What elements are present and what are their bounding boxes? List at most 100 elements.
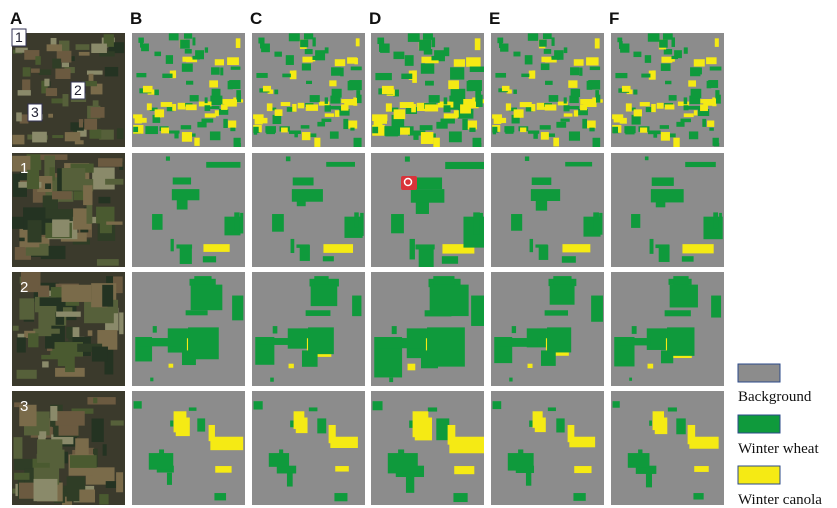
- image-patch: [106, 222, 122, 225]
- wheat-patch: [653, 132, 657, 138]
- wheat-patch: [715, 90, 719, 98]
- canola-patch: [261, 118, 268, 124]
- canola-patch: [281, 127, 288, 132]
- wheat-patch: [629, 378, 632, 381]
- wheat-patch: [154, 90, 159, 96]
- canola-patch: [341, 104, 348, 110]
- satellite-image: [12, 33, 125, 147]
- wheat-patch: [169, 33, 179, 40]
- canola-patch: [713, 58, 716, 63]
- wheat-patch: [197, 418, 205, 431]
- wheat-patch: [663, 33, 673, 39]
- wheat-patch: [471, 296, 484, 326]
- wheat-patch: [513, 52, 520, 57]
- segmentation-map: [132, 391, 245, 505]
- segmentation-map: [132, 33, 245, 147]
- wheat-patch: [236, 90, 241, 99]
- canola-patch: [173, 70, 176, 78]
- canola-patch: [210, 437, 243, 450]
- canola-patch: [684, 113, 694, 117]
- image-patch: [106, 276, 113, 284]
- wheat-patch: [343, 119, 348, 129]
- image-patch: [17, 337, 26, 352]
- wheat-patch: [173, 177, 191, 184]
- wheat-patch: [205, 97, 208, 103]
- canola-patch: [169, 364, 174, 368]
- wheat-patch: [714, 143, 720, 146]
- wheat-patch: [258, 38, 264, 44]
- wheat-patch: [684, 97, 688, 104]
- wheat-patch: [291, 239, 295, 253]
- wheat-patch: [210, 96, 222, 106]
- segmentation-map: [611, 33, 724, 147]
- wheat-patch: [350, 128, 354, 131]
- wheat-patch: [287, 473, 293, 487]
- canola-patch: [533, 411, 543, 428]
- canola-patch: [448, 80, 459, 89]
- wheat-patch: [570, 67, 579, 75]
- wheat-patch: [693, 493, 703, 499]
- wheat-patch: [349, 80, 362, 90]
- wheat-patch: [133, 127, 138, 132]
- wheat-patch: [648, 33, 660, 41]
- wheat-patch: [311, 285, 338, 306]
- image-patch: [88, 330, 93, 336]
- wheat-patch: [594, 143, 599, 146]
- wheat-patch: [134, 401, 142, 408]
- wheat-patch: [676, 122, 684, 127]
- wheat-patch: [665, 81, 671, 84]
- wheat-patch: [612, 127, 618, 133]
- wheat-patch: [292, 189, 323, 202]
- canola-patch: [335, 110, 340, 117]
- canola-patch: [564, 113, 573, 116]
- wheat-patch: [451, 89, 466, 102]
- wheat-patch: [550, 285, 575, 305]
- wheat-patch: [188, 327, 219, 359]
- image-patch: [99, 494, 108, 504]
- wheat-patch: [240, 213, 243, 234]
- canola-patch: [234, 58, 237, 64]
- wheat-patch: [293, 177, 314, 185]
- canola-patch: [292, 104, 296, 112]
- wheat-patch: [294, 132, 297, 137]
- wheat-patch: [331, 67, 341, 75]
- wheat-patch: [709, 128, 713, 131]
- wheat-patch: [389, 378, 393, 383]
- canola-patch: [172, 104, 176, 111]
- wheat-patch: [212, 89, 221, 97]
- image-patch: [59, 425, 79, 436]
- wheat-patch: [230, 128, 235, 132]
- wheat-patch: [569, 131, 580, 140]
- wheat-patch: [300, 40, 308, 48]
- wheat-patch: [286, 156, 291, 161]
- canola-patch: [688, 425, 696, 444]
- wheat-patch: [301, 125, 310, 128]
- wheat-patch: [500, 44, 508, 52]
- canola-patch: [694, 466, 709, 472]
- image-patch: [52, 135, 63, 138]
- wheat-patch: [146, 129, 154, 133]
- wheat-patch: [535, 244, 547, 247]
- canola-patch: [228, 121, 236, 128]
- canola-patch: [386, 103, 392, 111]
- wheat-patch: [573, 493, 585, 501]
- wheat-patch: [234, 212, 239, 230]
- segmentation-map: [371, 153, 484, 267]
- wheat-patch: [671, 56, 678, 59]
- wheat-patch: [137, 338, 176, 346]
- wheat-patch: [372, 127, 378, 133]
- wheat-patch: [560, 119, 569, 122]
- image-patch: [61, 285, 91, 302]
- image-patch: [84, 119, 97, 130]
- wheat-patch: [579, 68, 582, 76]
- wheat-patch: [138, 38, 143, 43]
- wheat-patch: [220, 68, 223, 76]
- canola-patch: [147, 103, 152, 110]
- wheat-patch: [171, 239, 174, 251]
- canola-patch: [329, 80, 336, 86]
- canola-patch: [620, 118, 627, 124]
- wheat-patch: [444, 105, 451, 112]
- wheat-patch: [431, 56, 440, 60]
- wheat-patch: [373, 401, 383, 410]
- wheat-patch: [556, 122, 566, 128]
